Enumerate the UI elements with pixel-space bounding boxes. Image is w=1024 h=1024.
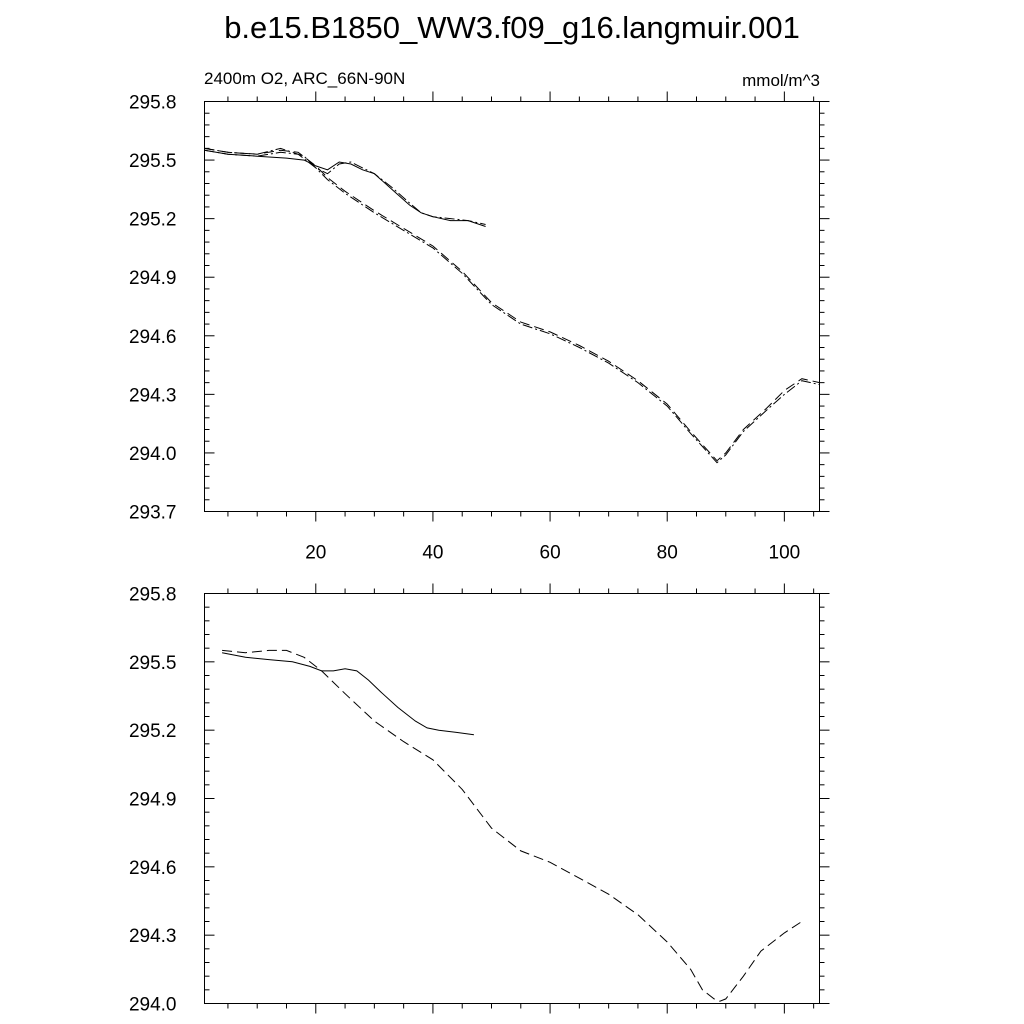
x-tick-label: 100: [769, 543, 801, 564]
top-panel-units-label: mmol/m^3: [742, 71, 820, 90]
bottom-x-axis-ticks: [227, 583, 815, 1014]
y-tick-label: 294.3: [129, 926, 177, 947]
y-tick-label: 293.7: [129, 503, 177, 524]
y-tick-label: 294.6: [129, 858, 177, 879]
series-line-4: [204, 149, 820, 464]
top-x-axis-ticks: 20 40 60 80 100: [227, 91, 815, 564]
x-tick-label: 20: [305, 543, 326, 564]
y-tick-label: 294.0: [129, 995, 177, 1016]
x-tick-label: 80: [657, 543, 678, 564]
series-line-1: [222, 652, 474, 736]
series-line-1: [204, 149, 486, 227]
top-panel: 2400m O2, ARC_66N-90N mmol/m^3 295.8295.…: [129, 69, 830, 564]
y-tick-label: 295.2: [129, 721, 177, 742]
y-tick-label: 294.9: [129, 268, 177, 289]
y-tick-label: 294.6: [129, 327, 177, 348]
bottom-plot-frame: [204, 593, 820, 1004]
chart-title: b.e15.B1850_WW3.f09_g16.langmuir.001: [224, 10, 800, 45]
top-series-group: [204, 147, 820, 464]
x-tick-label: 60: [540, 543, 561, 564]
top-y-axis-ticks: 295.8 295.5 295.2 294.9 294.6 294.3 294.0 293.7: [129, 93, 830, 524]
y-tick-label: 295.8: [129, 93, 177, 114]
top-plot-frame: [204, 101, 820, 512]
y-tick-label: 295.8: [129, 585, 177, 606]
y-tick-label: 295.5: [129, 151, 177, 172]
y-tick-label: 295.2: [129, 210, 177, 231]
y-tick-label: 294.9: [129, 790, 177, 811]
x-tick-label: 40: [422, 543, 443, 564]
series-line-2: [222, 649, 803, 1002]
top-panel-left-label: 2400m O2, ARC_66N-90N: [204, 69, 405, 88]
bottom-panel: 295.8 295.5 295.2 294.9 294.6 294.3 294.0: [129, 583, 830, 1016]
series-line-3: [204, 147, 820, 462]
bottom-series-group: [222, 649, 803, 1002]
y-tick-label: 294.3: [129, 385, 177, 406]
y-tick-label: 294.0: [129, 444, 177, 465]
bottom-y-axis-ticks: 295.8 295.5 295.2 294.9 294.6 294.3 294.0: [129, 585, 830, 1016]
series-line-2: [204, 147, 486, 225]
y-tick-label: 295.5: [129, 653, 177, 674]
